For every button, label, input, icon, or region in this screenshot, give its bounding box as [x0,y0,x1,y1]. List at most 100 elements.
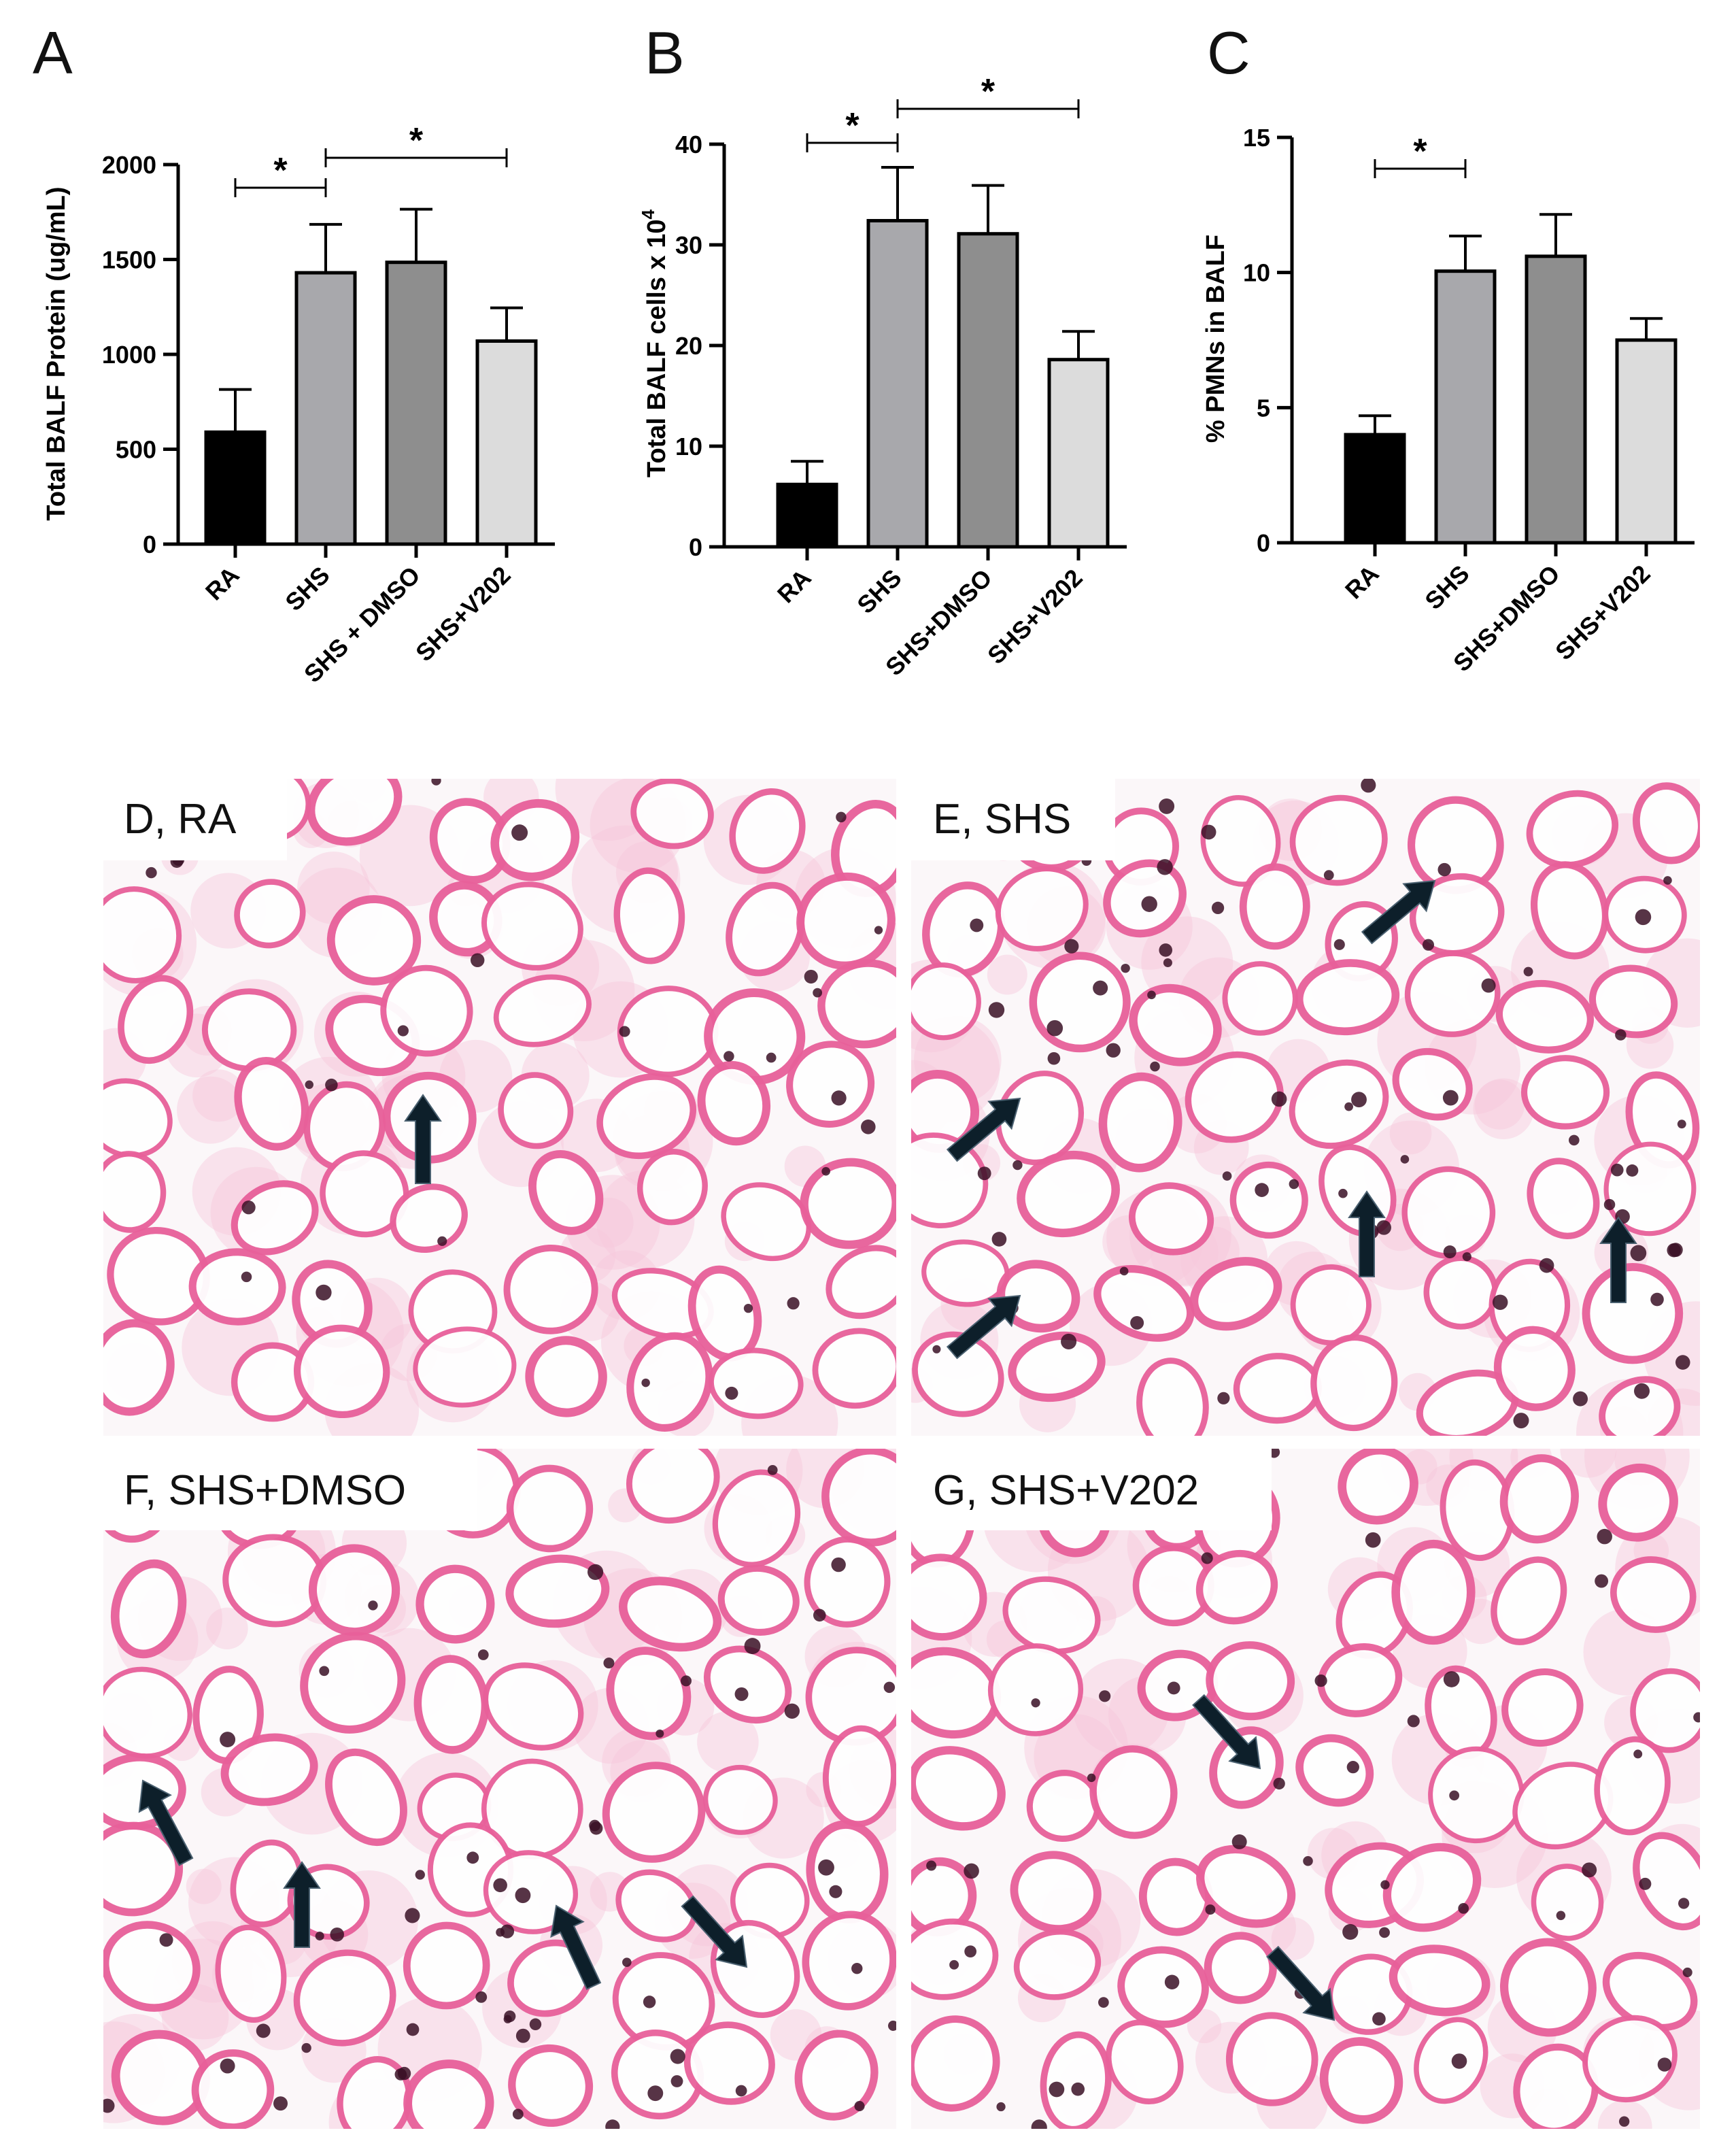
cell-nucleus [1064,939,1079,954]
cell-nucleus [1657,2057,1672,2072]
alveolus [103,1319,175,1416]
cell-nucleus [883,1681,896,1694]
cell-nucleus [734,1687,749,1701]
y-axis-label-c: % PMNs in BALF [1202,235,1230,443]
cell-nucleus [1443,1245,1457,1259]
cell-nucleus [1633,1749,1643,1759]
cell-nucleus [725,1386,738,1400]
cell-nucleus [1539,1258,1554,1273]
cell-nucleus [1376,1220,1391,1235]
bar-chart-protein: Total BALF Protein (ug/mL) 0 500 1000 1500 2… [42,121,555,688]
cell-nucleus [766,1052,777,1063]
alveolus [1295,1734,1374,1807]
cell-nucleus [1061,1333,1077,1349]
cell-nucleus [1211,901,1225,915]
cell-pointer-arrow [283,1861,321,1948]
cell-nucleus [641,1378,650,1387]
cell-nucleus [1099,1690,1111,1702]
cell-nucleus [1650,1292,1664,1307]
cell-nucleus [1049,2081,1065,2098]
cell-nucleus [1556,1911,1566,1921]
tissue-haze [177,1076,244,1144]
alveolus [1098,1072,1182,1173]
cell-nucleus [964,1863,979,1879]
alveolus [1206,1641,1295,1721]
cell-nucleus [1314,1674,1327,1687]
category-label-a-0: RA [200,561,245,606]
alveolus [1499,1454,1579,1544]
alveolus [1229,1161,1308,1239]
cell-nucleus [437,1236,447,1246]
micrograph-f [103,1449,896,2129]
cell-nucleus [1271,1091,1287,1107]
alveolus [1501,1668,1584,1747]
alveolus [1520,1055,1610,1130]
tissue-haze [987,954,1027,995]
cell-nucleus [1573,1391,1588,1407]
cell-nucleus [1603,1198,1616,1211]
cell-nucleus [1675,1355,1690,1370]
alveolus [481,881,583,971]
cell-nucleus [1610,1163,1624,1177]
alveolus [403,1921,490,2010]
alveolus [482,1662,584,1751]
cell-nucleus [1682,1967,1692,1978]
panel-letter-b: B [645,19,685,86]
alveolus [911,1553,987,1641]
cell-nucleus [1443,1671,1460,1687]
cell-nucleus [1119,1266,1129,1276]
cell-nucleus [325,1078,338,1092]
cell-nucleus [1481,978,1496,993]
category-label-a-3: SHS+V202 [410,561,516,667]
alveolus [1513,2043,1599,2129]
alveolus [508,2044,594,2127]
cell-nucleus [787,1297,800,1310]
cell-nucleus [744,1638,761,1655]
alveolus [1105,2019,1184,2104]
cell-nucleus [1569,1134,1580,1146]
cell-pointer-arrow [404,1094,442,1184]
cell-nucleus [1458,1903,1469,1914]
cell-nucleus [477,1649,489,1660]
cell-nucleus [511,824,528,841]
cell-nucleus [1333,939,1345,950]
cell-nucleus [1639,1877,1652,1890]
micrograph-d-label: D, RA [124,796,237,843]
alveolus [1428,1746,1525,1844]
cell-nucleus [1342,1923,1359,1940]
alveolus [729,788,806,874]
alveolus [826,1245,896,1319]
alveolus [626,1449,720,1524]
y-axis-label-b-superscript: 4 [638,209,658,220]
cell-nucleus [932,1345,941,1353]
alveolus [1317,1643,1403,1717]
alveolus [1040,2031,1112,2129]
alveolus [996,1260,1080,1333]
bar-a-0 [204,430,267,546]
cell-nucleus [1201,1552,1213,1564]
cell-nucleus [1164,1974,1180,1989]
alveolus [1401,1166,1496,1259]
cell-nucleus [241,1200,256,1215]
alveolus [234,1056,309,1151]
cell-nucleus [813,988,823,998]
alveolus [1195,1549,1278,1625]
alveolus [911,2015,1000,2112]
bar-c-1 [1434,269,1497,545]
cell-nucleus [1217,1392,1230,1404]
alveolus [911,962,981,1041]
alveolus [110,1559,187,1659]
significance-star-b-1: * [981,72,995,112]
cell-nucleus [1372,2012,1386,2026]
cell-nucleus [1400,1155,1410,1164]
category-label-c-3: SHS+V202 [1550,560,1656,666]
alveolus [804,1536,891,1628]
alveolus [1204,1932,1277,2004]
cell-nucleus [1147,990,1156,1000]
micrograph-g [911,1449,1700,2129]
cell-nucleus [784,1703,800,1719]
cell-pointer-arrow [550,1904,602,1990]
cell-nucleus [315,1932,324,1941]
y-tick-label-c-1: 5 [1257,394,1270,422]
